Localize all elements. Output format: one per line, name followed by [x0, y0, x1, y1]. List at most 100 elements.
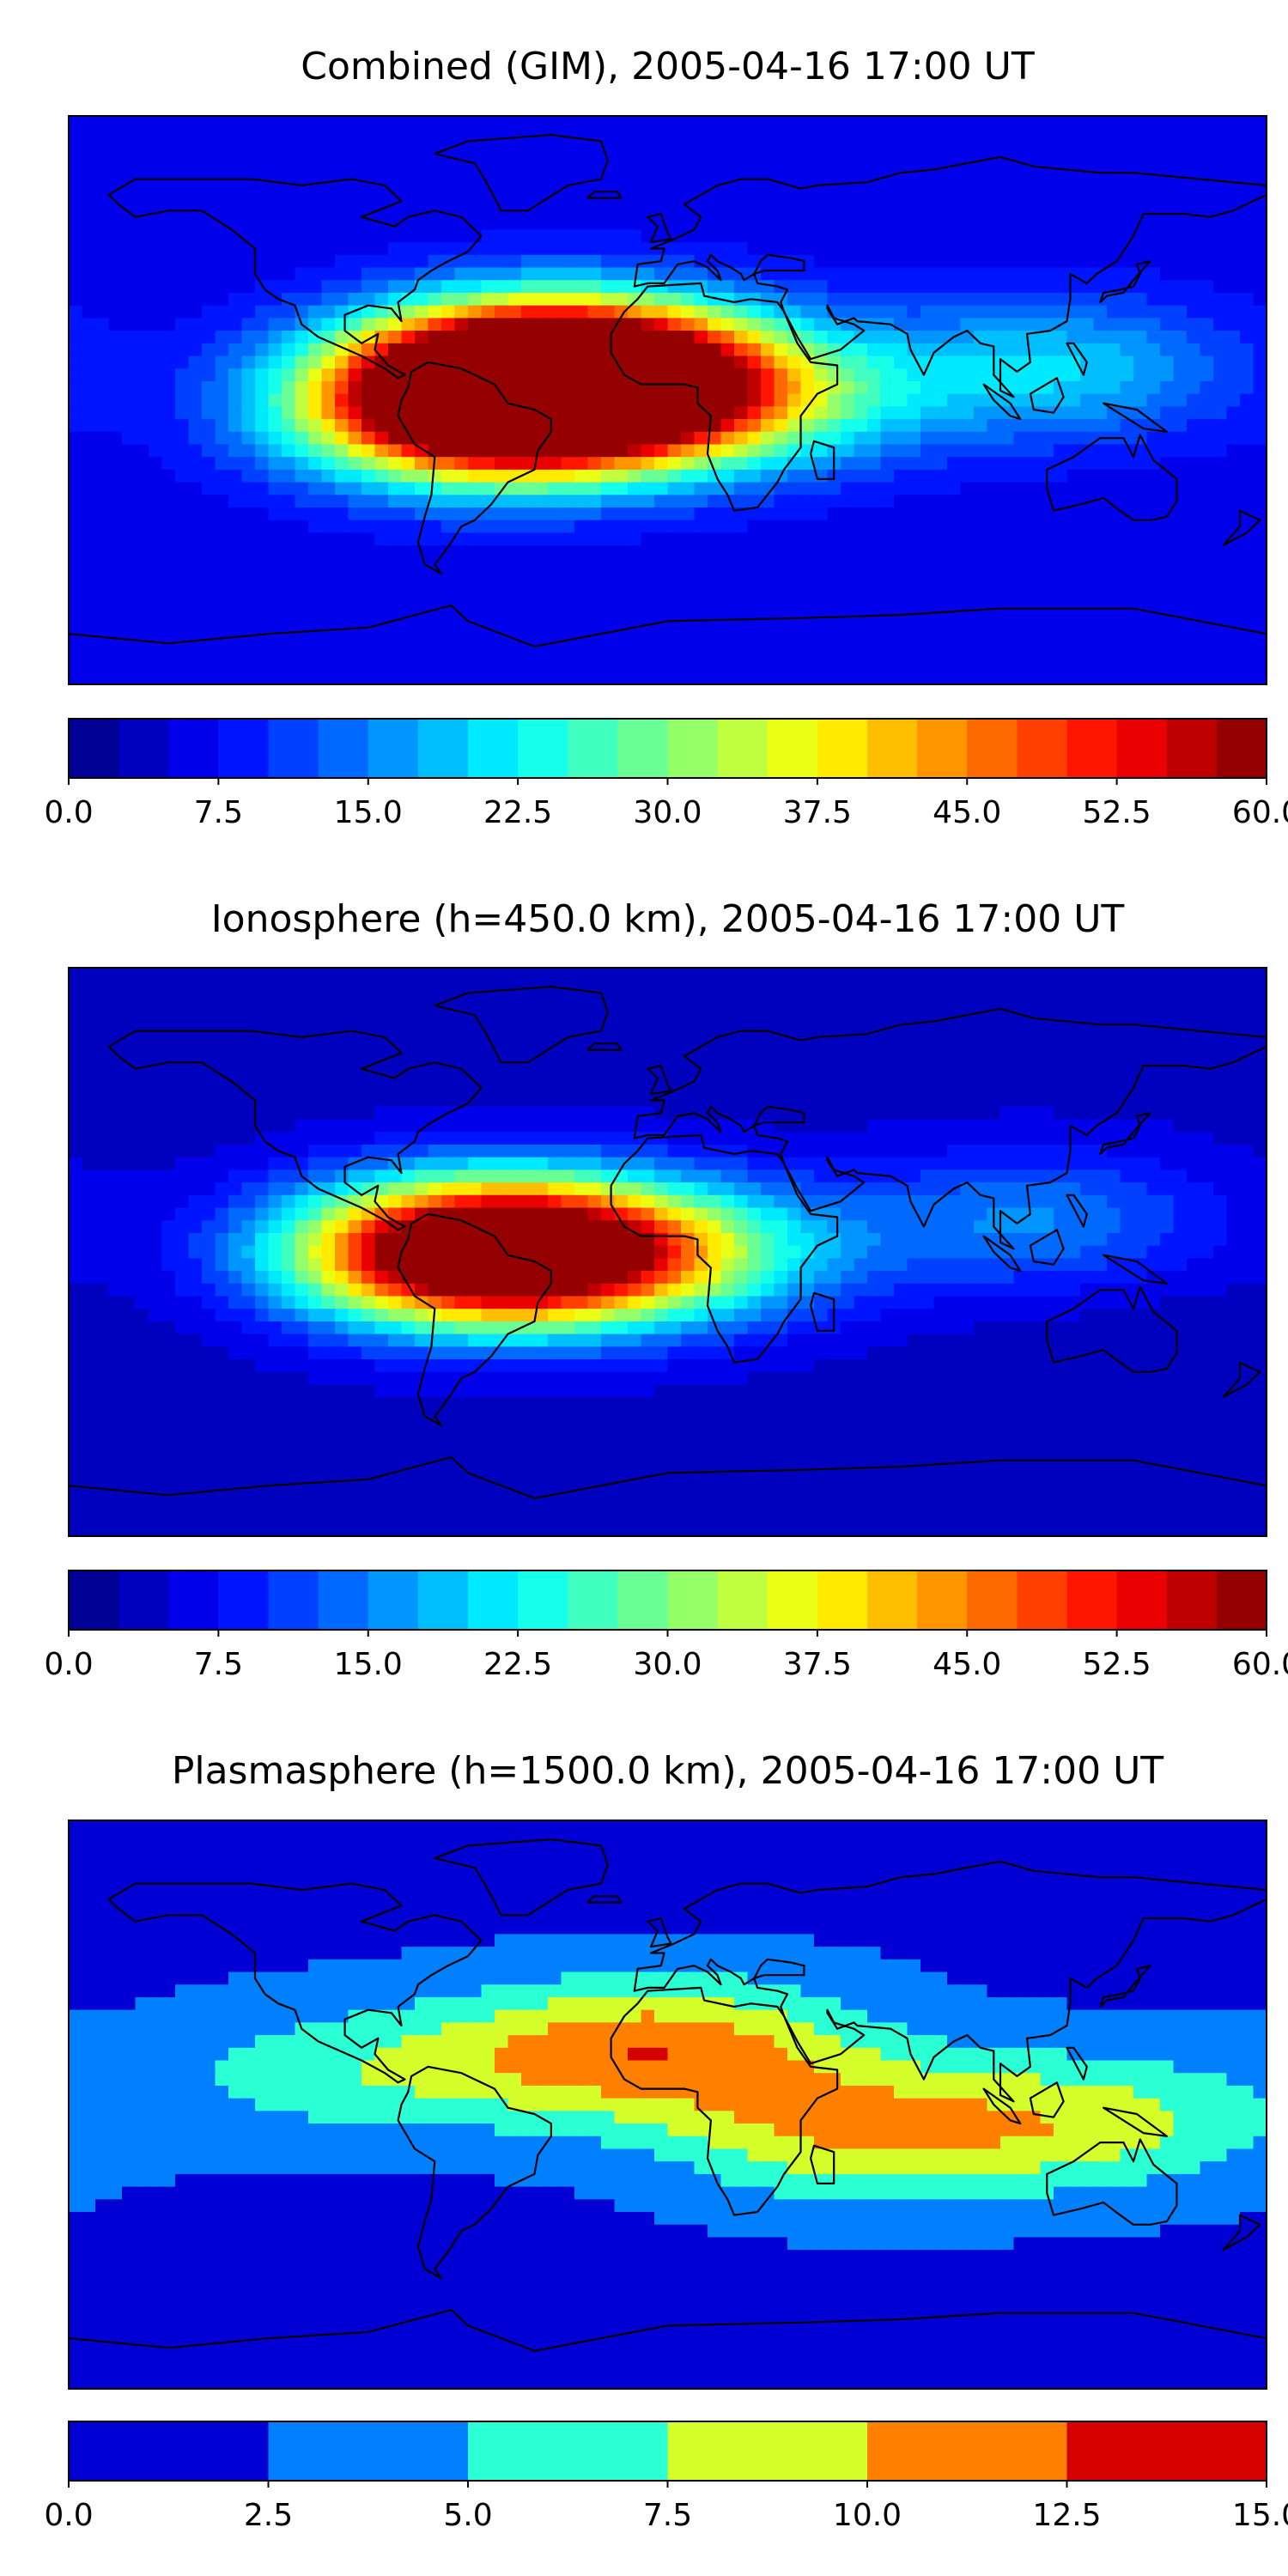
- field-cell: [108, 608, 123, 623]
- field-cell: [441, 166, 456, 180]
- field-cell: [987, 980, 1001, 994]
- field-cell: [228, 331, 243, 344]
- field-cell: [854, 1005, 868, 1019]
- field-cell: [920, 267, 935, 281]
- field-cell: [974, 431, 988, 446]
- field-cell: [1093, 968, 1108, 981]
- field-cell: [1160, 583, 1175, 597]
- field-cell: [255, 179, 270, 192]
- field-cell: [202, 993, 216, 1006]
- field-cell: [1213, 267, 1228, 281]
- field-cell: [894, 116, 908, 130]
- field-cell: [188, 166, 203, 180]
- field-cell: [734, 495, 749, 508]
- field-cell: [215, 1055, 229, 1070]
- field-cell: [974, 141, 988, 155]
- field-cell: [587, 141, 602, 155]
- field-cell: [1226, 242, 1241, 256]
- field-cell: [255, 406, 270, 420]
- field-cell: [974, 980, 988, 994]
- field-cell: [667, 519, 682, 534]
- field-cell: [1120, 267, 1134, 281]
- field-cell: [175, 980, 190, 994]
- field-cell: [335, 305, 349, 319]
- field-cell: [841, 1043, 855, 1057]
- field-cell: [1093, 659, 1108, 672]
- field-cell: [388, 608, 403, 623]
- field-cell: [720, 968, 735, 981]
- field-cell: [1013, 431, 1028, 446]
- field-cell: [694, 242, 708, 256]
- field-cell: [388, 457, 403, 471]
- field-cell: [1013, 457, 1028, 471]
- field-cell: [122, 216, 137, 230]
- field-cell: [521, 179, 536, 192]
- field-cell: [1146, 1030, 1161, 1044]
- field-cell: [1253, 634, 1267, 647]
- field-cell: [428, 368, 442, 382]
- field-cell: [361, 204, 376, 218]
- field-cell: [947, 557, 962, 572]
- field-cell: [1173, 267, 1188, 281]
- field-cell: [1146, 519, 1161, 534]
- field-cell: [960, 406, 975, 420]
- field-cell: [82, 570, 96, 584]
- field-cell: [521, 482, 536, 495]
- field-cell: [933, 355, 948, 369]
- field-cell: [800, 141, 815, 155]
- field-cell: [681, 166, 696, 180]
- field-cell: [774, 305, 788, 319]
- field-cell: [441, 482, 456, 495]
- field-cell: [614, 608, 629, 623]
- field-cell: [175, 419, 190, 433]
- field-cell: [69, 482, 83, 495]
- field-cell: [628, 166, 642, 180]
- field-cell: [495, 469, 509, 483]
- field-cell: [614, 154, 629, 167]
- field-cell: [308, 292, 323, 307]
- field-cell: [1200, 671, 1214, 684]
- field-cell: [122, 1068, 137, 1082]
- field-cell: [1173, 343, 1188, 357]
- field-cell: [295, 292, 309, 307]
- field-cell: [1160, 1005, 1175, 1019]
- field-cell: [974, 444, 988, 458]
- field-cell: [149, 1081, 163, 1095]
- field-cell: [1013, 166, 1028, 180]
- field-cell: [628, 331, 642, 344]
- field-cell: [747, 179, 762, 192]
- field-cell: [241, 596, 256, 610]
- field-cell: [1120, 154, 1134, 167]
- field-cell: [1187, 229, 1201, 243]
- field-cell: [827, 596, 841, 610]
- field-cell: [428, 968, 442, 981]
- field-cell: [761, 191, 775, 205]
- field-cell: [774, 1068, 788, 1082]
- field-cell: [348, 179, 362, 192]
- field-cell: [428, 482, 442, 495]
- field-cell: [854, 444, 868, 458]
- field-cell: [428, 621, 442, 635]
- field-cell: [787, 1055, 802, 1070]
- field-cell: [747, 444, 762, 458]
- field-cell: [1173, 331, 1188, 344]
- field-cell: [335, 116, 349, 130]
- field-cell: [441, 419, 456, 433]
- field-cell: [348, 1043, 362, 1057]
- field-cell: [947, 583, 962, 597]
- field-cell: [1240, 634, 1255, 647]
- field-cell: [454, 968, 469, 981]
- field-cell: [308, 191, 323, 205]
- field-cell: [1160, 495, 1175, 508]
- field-cell: [321, 229, 336, 243]
- field-cell: [348, 457, 362, 471]
- field-cell: [574, 343, 589, 357]
- field-cell: [295, 519, 309, 534]
- field-cell: [854, 229, 868, 243]
- field-cell: [175, 1005, 190, 1019]
- field-cell: [774, 331, 788, 344]
- field-cell: [548, 343, 562, 357]
- field-cell: [1013, 1055, 1028, 1070]
- field-cell: [667, 292, 682, 307]
- field-cell: [135, 993, 149, 1006]
